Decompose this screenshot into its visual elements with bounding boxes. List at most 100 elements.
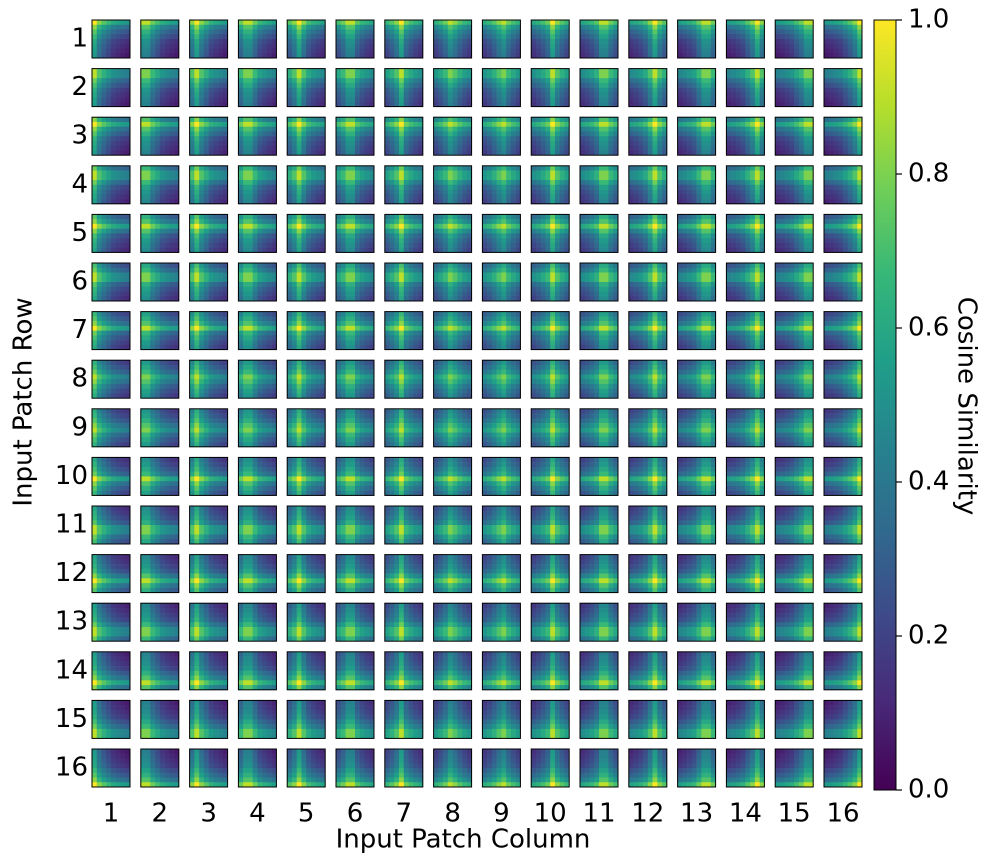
heatmap-cell: [482, 48, 488, 54]
heatmap-cell: [696, 131, 702, 137]
heatmap-cell: [691, 29, 697, 35]
heatmap-cell: [369, 73, 375, 79]
heatmap-cell: [296, 24, 302, 30]
heatmap-cell: [608, 87, 614, 93]
heatmap-cell: [789, 73, 795, 79]
heatmap-cell: [408, 97, 414, 103]
heatmap-cell: [726, 121, 732, 127]
heatmap-cell: [496, 20, 502, 26]
heatmap-cell: [580, 53, 586, 59]
heatmap-cell: [491, 180, 497, 186]
heatmap-cell: [482, 24, 488, 30]
heatmap-cell: [266, 53, 272, 59]
heatmap-cell: [828, 180, 834, 186]
heatmap-cell: [559, 170, 565, 176]
heatmap-cell: [403, 145, 409, 151]
heatmap-cell: [296, 87, 302, 93]
heatmap-cell: [120, 219, 126, 225]
heatmap-cell: [243, 24, 249, 30]
heatmap-cell: [140, 82, 146, 88]
heatmap-cell: [359, 242, 365, 248]
heatmap-cell: [443, 189, 449, 195]
heatmap-cell: [389, 121, 395, 127]
heatmap-cell: [125, 247, 131, 253]
heatmap-cell: [252, 82, 258, 88]
heatmap-cell: [852, 53, 858, 59]
heatmap-cell: [482, 145, 488, 151]
heatmap-cell: [779, 150, 785, 156]
heatmap-cell: [238, 199, 244, 205]
heatmap-cell: [564, 48, 570, 54]
heatmap-cell: [296, 199, 302, 205]
heatmap-cell: [418, 165, 424, 171]
heatmap-cell: [203, 136, 209, 142]
heatmap-cell: [510, 101, 516, 107]
heatmap-cell: [194, 24, 200, 30]
heatmap-cell: [824, 175, 830, 181]
heatmap-cell: [350, 175, 356, 181]
heatmap-cell: [336, 73, 342, 79]
heatmap-cell: [369, 238, 375, 244]
heatmap-cell: [706, 97, 712, 103]
heatmap-cell: [222, 175, 228, 181]
heatmap-cell: [218, 145, 224, 151]
heatmap-cell: [438, 78, 444, 84]
heatmap-cell: [682, 150, 688, 156]
heatmap-cell: [531, 214, 537, 220]
heatmap-cell: [408, 189, 414, 195]
heatmap-cell: [111, 170, 117, 176]
heatmap-cell: [740, 140, 746, 146]
heatmap-cell: [599, 43, 605, 49]
heatmap-cell: [96, 194, 102, 200]
heatmap-cell: [803, 34, 809, 40]
heatmap-cell: [369, 68, 375, 74]
heatmap-cell: [384, 175, 390, 181]
heatmap-cell: [164, 68, 170, 74]
heatmap-cell: [789, 20, 795, 26]
heatmap-cell: [482, 121, 488, 127]
heatmap-cell: [203, 73, 209, 79]
heatmap-cell: [540, 92, 546, 98]
heatmap-cell: [735, 117, 741, 123]
heatmap-cell: [564, 20, 570, 26]
heatmap-cell: [496, 29, 502, 35]
heatmap-cell: [203, 97, 209, 103]
heatmap-cell: [355, 199, 361, 205]
heatmap-cell: [535, 247, 541, 253]
heatmap-cell: [779, 165, 785, 171]
heatmap-cell: [564, 82, 570, 88]
heatmap-cell: [487, 199, 493, 205]
heatmap-cell: [101, 238, 107, 244]
heatmap-cell: [238, 145, 244, 151]
heatmap-cell: [418, 228, 424, 234]
heatmap-cell: [443, 53, 449, 59]
heatmap-cell: [174, 175, 180, 181]
heatmap-cell: [155, 228, 161, 234]
heatmap-cell: [296, 97, 302, 103]
heatmap-cell: [433, 228, 439, 234]
heatmap-cell: [491, 43, 497, 49]
heatmap-frame: [189, 19, 229, 59]
heatmap-cell: [677, 34, 683, 40]
heatmap-cell: [111, 53, 117, 59]
heatmap-cell: [266, 43, 272, 49]
heatmap-cell: [847, 126, 853, 132]
heatmap-cell: [647, 180, 653, 186]
heatmap-cell: [775, 194, 781, 200]
heatmap-cell: [510, 223, 516, 229]
heatmap-cell: [613, 184, 619, 190]
heatmap-cell: [169, 189, 175, 195]
heatmap-cell: [174, 101, 180, 107]
heatmap-cell: [564, 140, 570, 146]
heatmap-cell: [310, 145, 316, 151]
heatmap-cell: [687, 101, 693, 107]
heatmap-cell: [833, 92, 839, 98]
heatmap-cell: [545, 121, 551, 127]
heatmap-cell: [501, 92, 507, 98]
heatmap-cell: [359, 199, 365, 205]
heatmap-cell: [496, 238, 502, 244]
heatmap-cell: [115, 214, 121, 220]
heatmap-cell: [315, 247, 321, 253]
heatmap-cell: [652, 184, 658, 190]
heatmap-cell: [218, 39, 224, 45]
